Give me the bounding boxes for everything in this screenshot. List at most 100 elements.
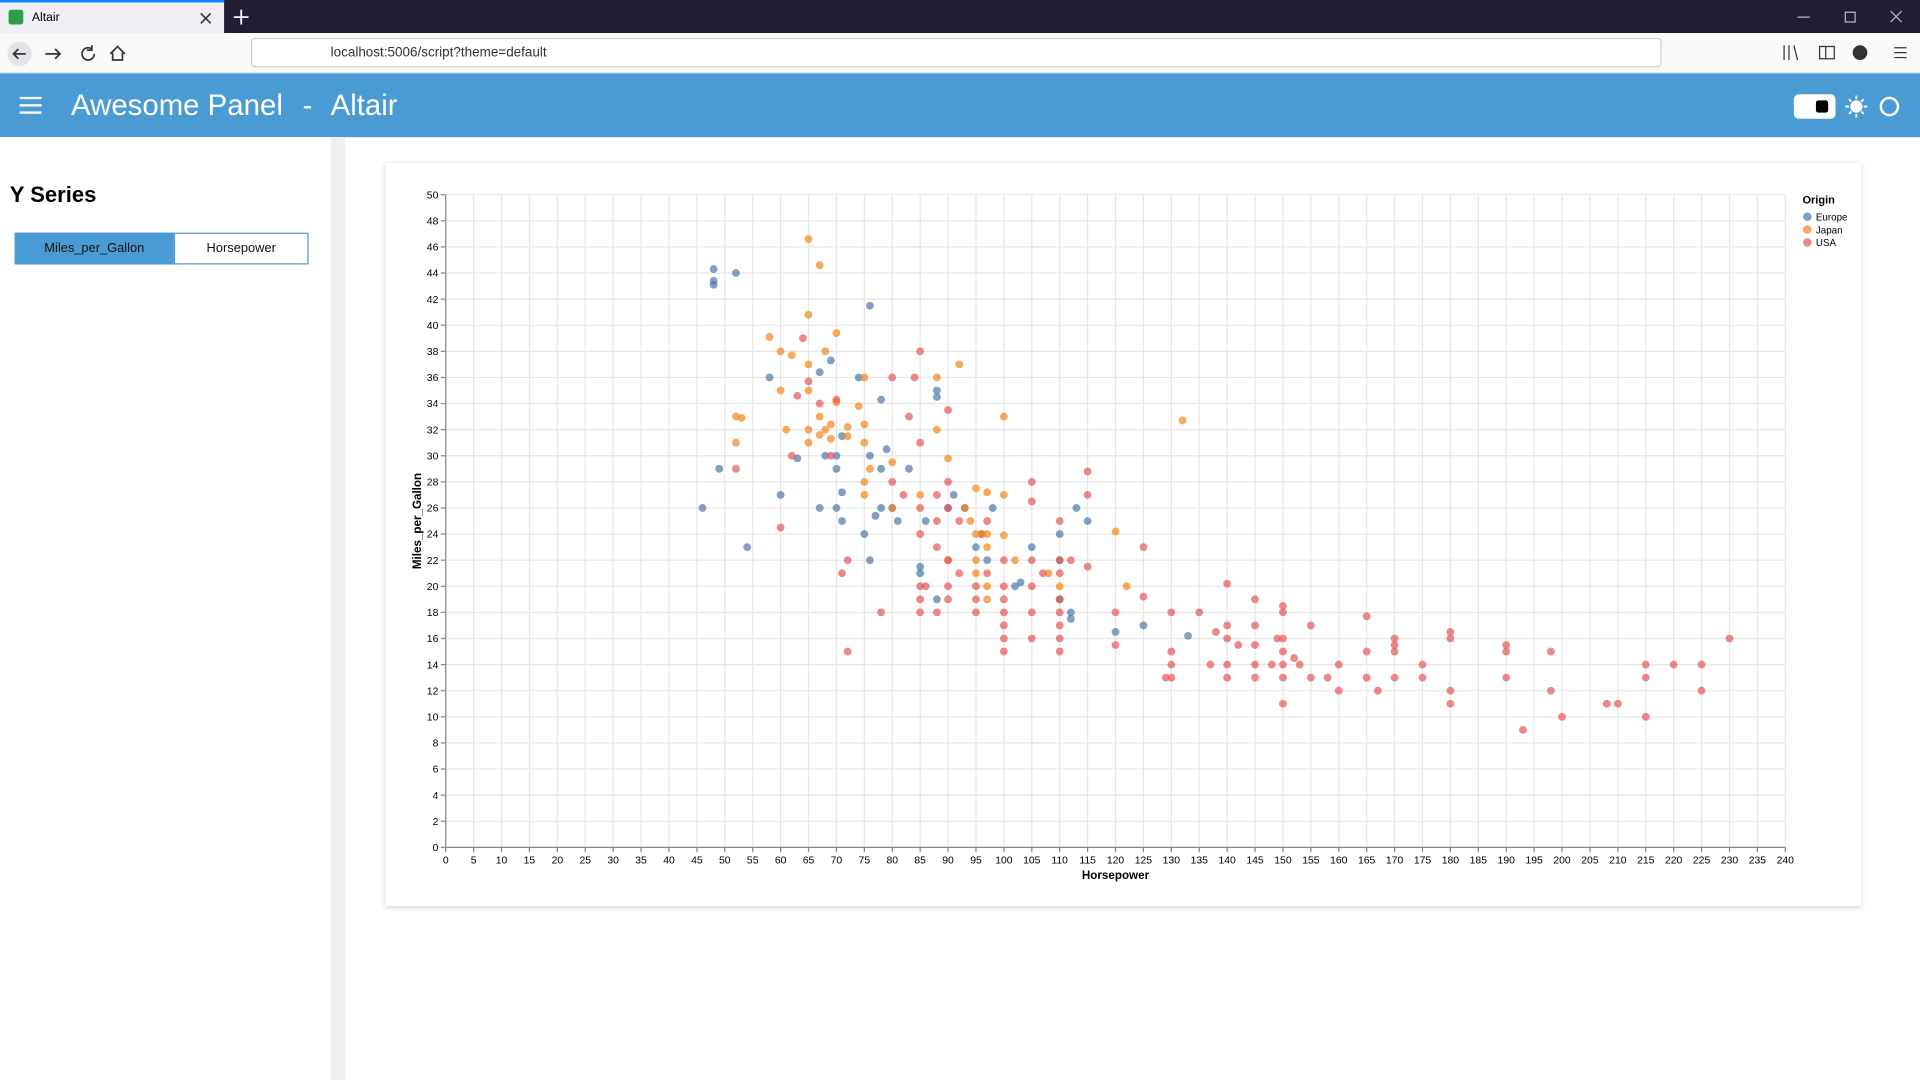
point	[983, 530, 992, 538]
x-tick-label: 195	[1525, 855, 1543, 866]
point	[743, 543, 752, 552]
point	[1390, 641, 1399, 649]
window-controls[interactable]	[1788, 7, 1910, 27]
x-tick-label: 105	[1023, 855, 1041, 866]
point	[815, 430, 824, 439]
app-title: Awesome Panel	[71, 89, 283, 123]
point	[1139, 621, 1148, 630]
option-button-active[interactable]: Miles_per_Gallon	[14, 232, 174, 265]
toolbar-icons[interactable]	[1782, 43, 1917, 65]
x-tick-label: 55	[747, 855, 759, 866]
point	[944, 595, 952, 604]
point	[983, 543, 992, 552]
point	[843, 423, 852, 431]
point	[888, 373, 897, 382]
point	[732, 438, 740, 447]
point	[866, 451, 874, 460]
point	[1390, 647, 1399, 656]
point	[955, 360, 964, 369]
point	[709, 265, 718, 274]
scrollbar[interactable]	[330, 137, 346, 1080]
point	[732, 464, 740, 473]
point	[1279, 608, 1287, 617]
menu-button[interactable]	[19, 96, 42, 114]
point	[1546, 647, 1555, 656]
point	[776, 347, 785, 356]
point	[866, 301, 874, 310]
point	[843, 647, 852, 656]
point	[838, 517, 846, 525]
x-tick-label: 215	[1637, 855, 1655, 866]
x-tick-label: 10	[496, 855, 508, 866]
point	[972, 543, 980, 552]
x-tick-label: 175	[1414, 855, 1432, 866]
point	[832, 464, 841, 473]
option-button[interactable]: Horsepower	[173, 232, 309, 265]
point	[1446, 686, 1455, 695]
point	[972, 595, 980, 604]
url-field[interactable]: localhost:5006/script?theme=default	[251, 37, 1662, 68]
point	[1111, 608, 1120, 617]
theme-controls[interactable]	[1793, 92, 1906, 121]
point	[1279, 660, 1287, 669]
legend-swatch	[1803, 238, 1812, 247]
point	[916, 530, 925, 538]
point	[944, 504, 952, 512]
point	[882, 445, 891, 454]
x-tick-label: 120	[1107, 855, 1125, 866]
tab[interactable]: Altair	[0, 0, 225, 34]
x-tick-label: 125	[1135, 855, 1153, 866]
point	[1418, 673, 1427, 682]
x-tick-label: 225	[1693, 855, 1711, 866]
tab-icon	[8, 9, 24, 25]
point	[1083, 467, 1092, 476]
tab-close[interactable]	[200, 12, 212, 24]
point	[1167, 608, 1176, 617]
point	[1334, 660, 1343, 669]
point	[787, 351, 796, 360]
point	[893, 517, 902, 525]
point	[838, 569, 846, 578]
x-tick-label: 110	[1051, 855, 1068, 866]
point	[1546, 686, 1555, 695]
point	[1044, 569, 1053, 578]
point	[972, 569, 980, 578]
point	[1223, 634, 1232, 643]
point	[983, 569, 992, 578]
legend-swatch	[1803, 212, 1812, 222]
point	[1206, 660, 1215, 669]
new-tab[interactable]	[233, 9, 250, 26]
legend-label: Japan	[1816, 225, 1843, 236]
nav-buttons[interactable]	[5, 39, 140, 68]
point	[932, 543, 941, 552]
point	[932, 386, 941, 395]
sidebar: Y Series	[0, 137, 331, 1080]
point	[804, 310, 813, 319]
point	[1251, 621, 1259, 630]
point	[960, 504, 969, 512]
x-tick-label: 5	[471, 855, 477, 866]
y-tick-label: 36	[427, 373, 439, 384]
legend-label: USA	[1816, 238, 1837, 249]
point	[854, 402, 863, 411]
point	[776, 386, 785, 395]
point	[932, 608, 941, 617]
point	[1167, 660, 1176, 669]
point	[732, 269, 740, 277]
point	[1167, 673, 1176, 682]
x-tick-label: 85	[914, 855, 926, 866]
point	[877, 608, 886, 617]
y-tick-label: 42	[427, 295, 439, 306]
point	[1055, 634, 1064, 643]
point	[1027, 477, 1036, 486]
point	[832, 451, 841, 460]
point	[832, 329, 841, 337]
url: localhost:5006/script?theme=default	[330, 45, 547, 61]
point	[905, 464, 913, 473]
point	[1055, 517, 1064, 525]
x-tick-label: 200	[1553, 855, 1571, 866]
point	[932, 425, 941, 434]
point	[1602, 699, 1611, 708]
point	[972, 530, 980, 538]
